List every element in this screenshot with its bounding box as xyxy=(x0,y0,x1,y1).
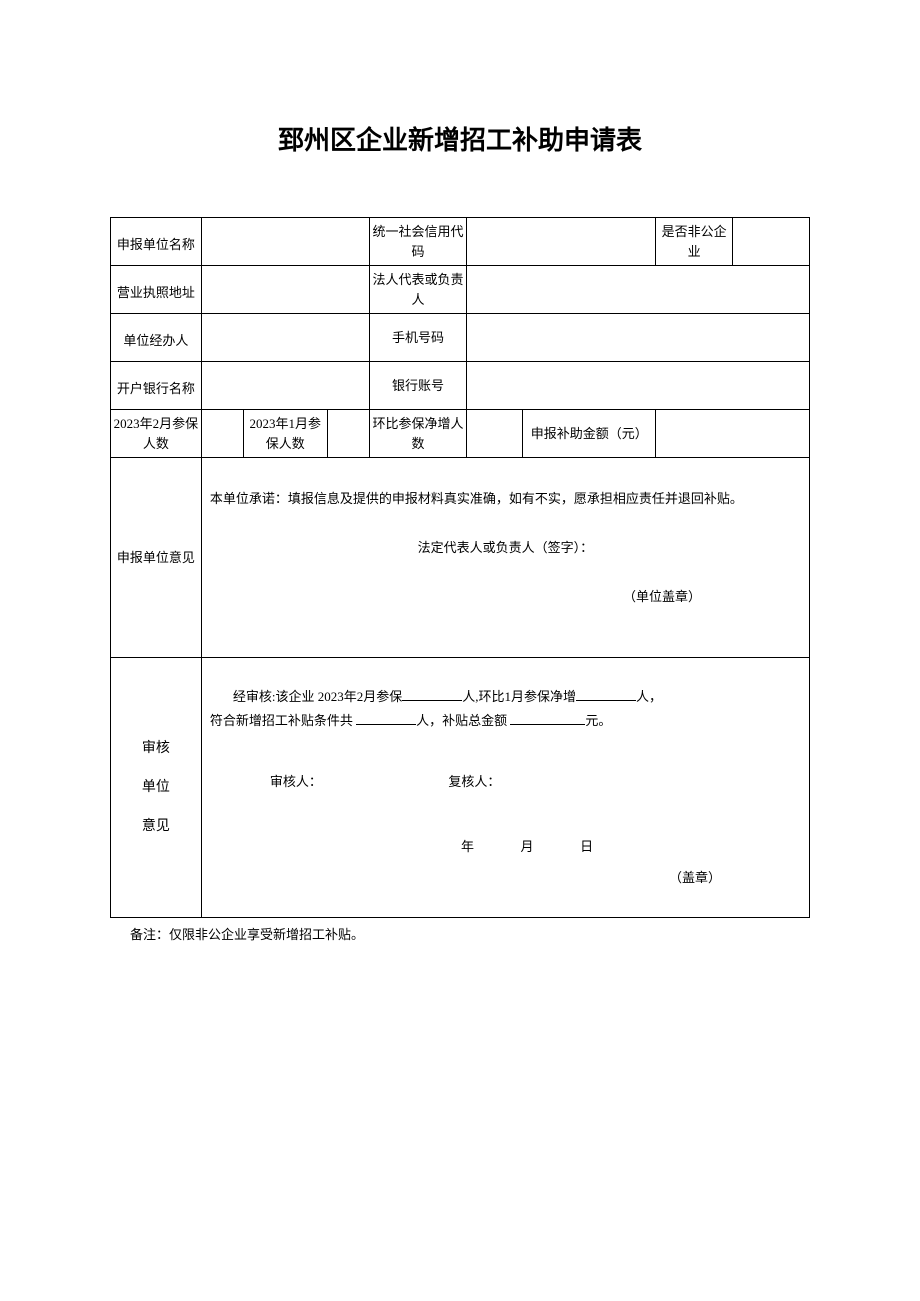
audit-line2-mid: 人，补贴总金额 xyxy=(416,713,510,728)
input-business-address[interactable] xyxy=(201,266,369,314)
auditor-label: 审核人： xyxy=(270,774,322,789)
audit-label-line2: 单位 xyxy=(111,768,201,807)
audit-stamp: （盖章） xyxy=(210,866,801,891)
input-net-increase[interactable] xyxy=(467,410,523,458)
label-audit-opinion: 审核 单位 意见 xyxy=(111,701,201,875)
input-is-private[interactable] xyxy=(733,218,810,266)
label-phone: 手机号码 xyxy=(370,324,467,352)
label-is-private: 是否非公企业 xyxy=(656,218,732,265)
reviewer-label: 复核人： xyxy=(448,774,500,789)
label-credit-code: 统一社会信用代码 xyxy=(370,218,467,265)
input-bank-name[interactable] xyxy=(201,362,369,410)
table-row: 单位经办人 手机号码 xyxy=(111,314,810,362)
page-container: 郅州区企业新增招工补助申请表 申报单位名称 统一社会信用代码 是否非公企业 营业… xyxy=(0,0,920,1301)
date-day: 日 xyxy=(580,839,593,854)
audit-label-line1: 审核 xyxy=(111,729,201,768)
date-year: 年 xyxy=(461,839,474,854)
input-contact-person[interactable] xyxy=(201,314,369,362)
label-subsidy-amount: 申报补助金额（元） xyxy=(523,420,655,448)
audit-part2: 人,环比1月参保净增 xyxy=(462,689,576,704)
footnote: 备注：仅限非公企业享受新增招工补贴。 xyxy=(130,924,810,943)
signature-label: 法定代表人或负责人（签字）： xyxy=(210,536,801,561)
input-bank-account[interactable] xyxy=(467,362,810,410)
label-business-address: 营业执照地址 xyxy=(111,274,201,305)
audit-content: 经审核:该企业 2023年2月参保 人,环比1月参保净增 人， 符合新增招工补贴条件… xyxy=(202,675,809,900)
table-row: 开户银行名称 银行账号 xyxy=(111,362,810,410)
table-row: 营业执照地址 法人代表或负责人 xyxy=(111,266,810,314)
table-row-audit: 审核 单位 意见 经审核:该企业 2023年2月参保 人,环比1月参保净增 人， 符… xyxy=(111,658,810,918)
table-row-opinion: 申报单位意见 本单位承诺：填报信息及提供的申报材料真实准确，如有不实，愿承担相应… xyxy=(111,458,810,658)
input-legal-rep[interactable] xyxy=(467,266,810,314)
label-net-increase: 环比参保净增人数 xyxy=(370,410,467,457)
audit-prefix: 经审核:该企业 2023年2月参保 xyxy=(233,689,402,704)
input-company-name[interactable] xyxy=(201,218,369,266)
input-subsidy-amount[interactable] xyxy=(656,410,810,458)
label-legal-rep: 法人代表或负责人 xyxy=(370,266,467,313)
table-row: 申报单位名称 统一社会信用代码 是否非公企业 xyxy=(111,218,810,266)
audit-signers: 审核人： 复核人： xyxy=(270,770,801,795)
label-company-name: 申报单位名称 xyxy=(111,226,201,257)
date-month: 月 xyxy=(521,839,534,854)
label-bank-account: 银行账号 xyxy=(370,372,467,400)
document-title: 郅州区企业新增招工补助申请表 xyxy=(110,120,810,157)
label-bank-name: 开户银行名称 xyxy=(111,370,201,401)
audit-line2-prefix: 符合新增招工补贴条件共 xyxy=(210,713,356,728)
label-applicant-opinion: 申报单位意见 xyxy=(111,544,201,572)
input-feb-insured[interactable] xyxy=(201,410,243,458)
stamp-label: （单位盖章） xyxy=(210,585,801,610)
blank-total-amount[interactable] xyxy=(510,712,585,725)
audit-line2: 符合新增招工补贴条件共 人，补贴总金额 元。 xyxy=(210,709,801,734)
opinion-content: 本单位承诺：填报信息及提供的申报材料真实准确，如有不实，愿承担相应责任并退回补贴… xyxy=(202,477,809,637)
input-jan-insured[interactable] xyxy=(327,410,369,458)
blank-feb[interactable] xyxy=(402,688,462,701)
audit-line1: 经审核:该企业 2023年2月参保 人,环比1月参保净增 人， xyxy=(220,685,801,710)
audit-label-line3: 意见 xyxy=(111,807,201,846)
application-form-table: 申报单位名称 统一社会信用代码 是否非公企业 营业执照地址 法人代表或负责人 单… xyxy=(110,217,810,918)
audit-line2-suffix: 元。 xyxy=(585,713,611,728)
input-phone[interactable] xyxy=(467,314,810,362)
audit-part3: 人， xyxy=(636,689,662,704)
label-feb-insured: 2023年2月参保人数 xyxy=(111,410,201,457)
blank-increase[interactable] xyxy=(576,688,636,701)
promise-text: 本单位承诺：填报信息及提供的申报材料真实准确，如有不实，愿承担相应责任并退回补贴… xyxy=(210,487,801,512)
label-contact-person: 单位经办人 xyxy=(111,322,201,353)
input-credit-code[interactable] xyxy=(467,218,656,266)
table-row: 2023年2月参保人数 2023年1月参保人数 环比参保净增人数 申报补助金额（… xyxy=(111,410,810,458)
audit-date-line: 年 月 日 xyxy=(210,835,801,860)
blank-qualified[interactable] xyxy=(356,712,416,725)
label-jan-insured: 2023年1月参保人数 xyxy=(244,410,327,457)
